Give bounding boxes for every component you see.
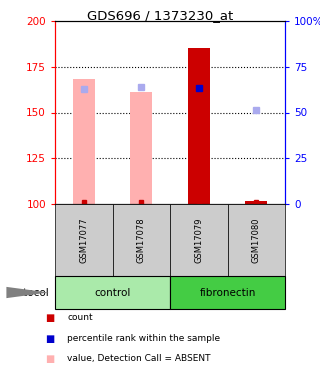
Bar <box>228 204 285 276</box>
Text: GSM17077: GSM17077 <box>79 217 88 263</box>
Bar <box>130 92 152 204</box>
Bar <box>73 80 95 204</box>
Text: ■: ■ <box>45 334 54 344</box>
Bar <box>170 204 228 276</box>
Text: ■: ■ <box>45 354 54 364</box>
Bar <box>170 276 285 309</box>
Text: count: count <box>67 313 93 322</box>
Text: GSM17078: GSM17078 <box>137 217 146 263</box>
Text: fibronectin: fibronectin <box>199 288 256 297</box>
Text: ■: ■ <box>45 313 54 323</box>
Bar <box>113 204 170 276</box>
Text: GDS696 / 1373230_at: GDS696 / 1373230_at <box>87 9 233 22</box>
Text: control: control <box>94 288 131 297</box>
Text: protocol: protocol <box>6 288 49 297</box>
Text: GSM17080: GSM17080 <box>252 217 261 263</box>
Bar <box>188 48 210 204</box>
Bar <box>55 276 170 309</box>
Text: GSM17079: GSM17079 <box>194 217 203 263</box>
Bar <box>55 204 113 276</box>
Bar <box>245 201 267 204</box>
Text: percentile rank within the sample: percentile rank within the sample <box>67 334 220 343</box>
Text: value, Detection Call = ABSENT: value, Detection Call = ABSENT <box>67 354 211 363</box>
Polygon shape <box>6 287 49 298</box>
